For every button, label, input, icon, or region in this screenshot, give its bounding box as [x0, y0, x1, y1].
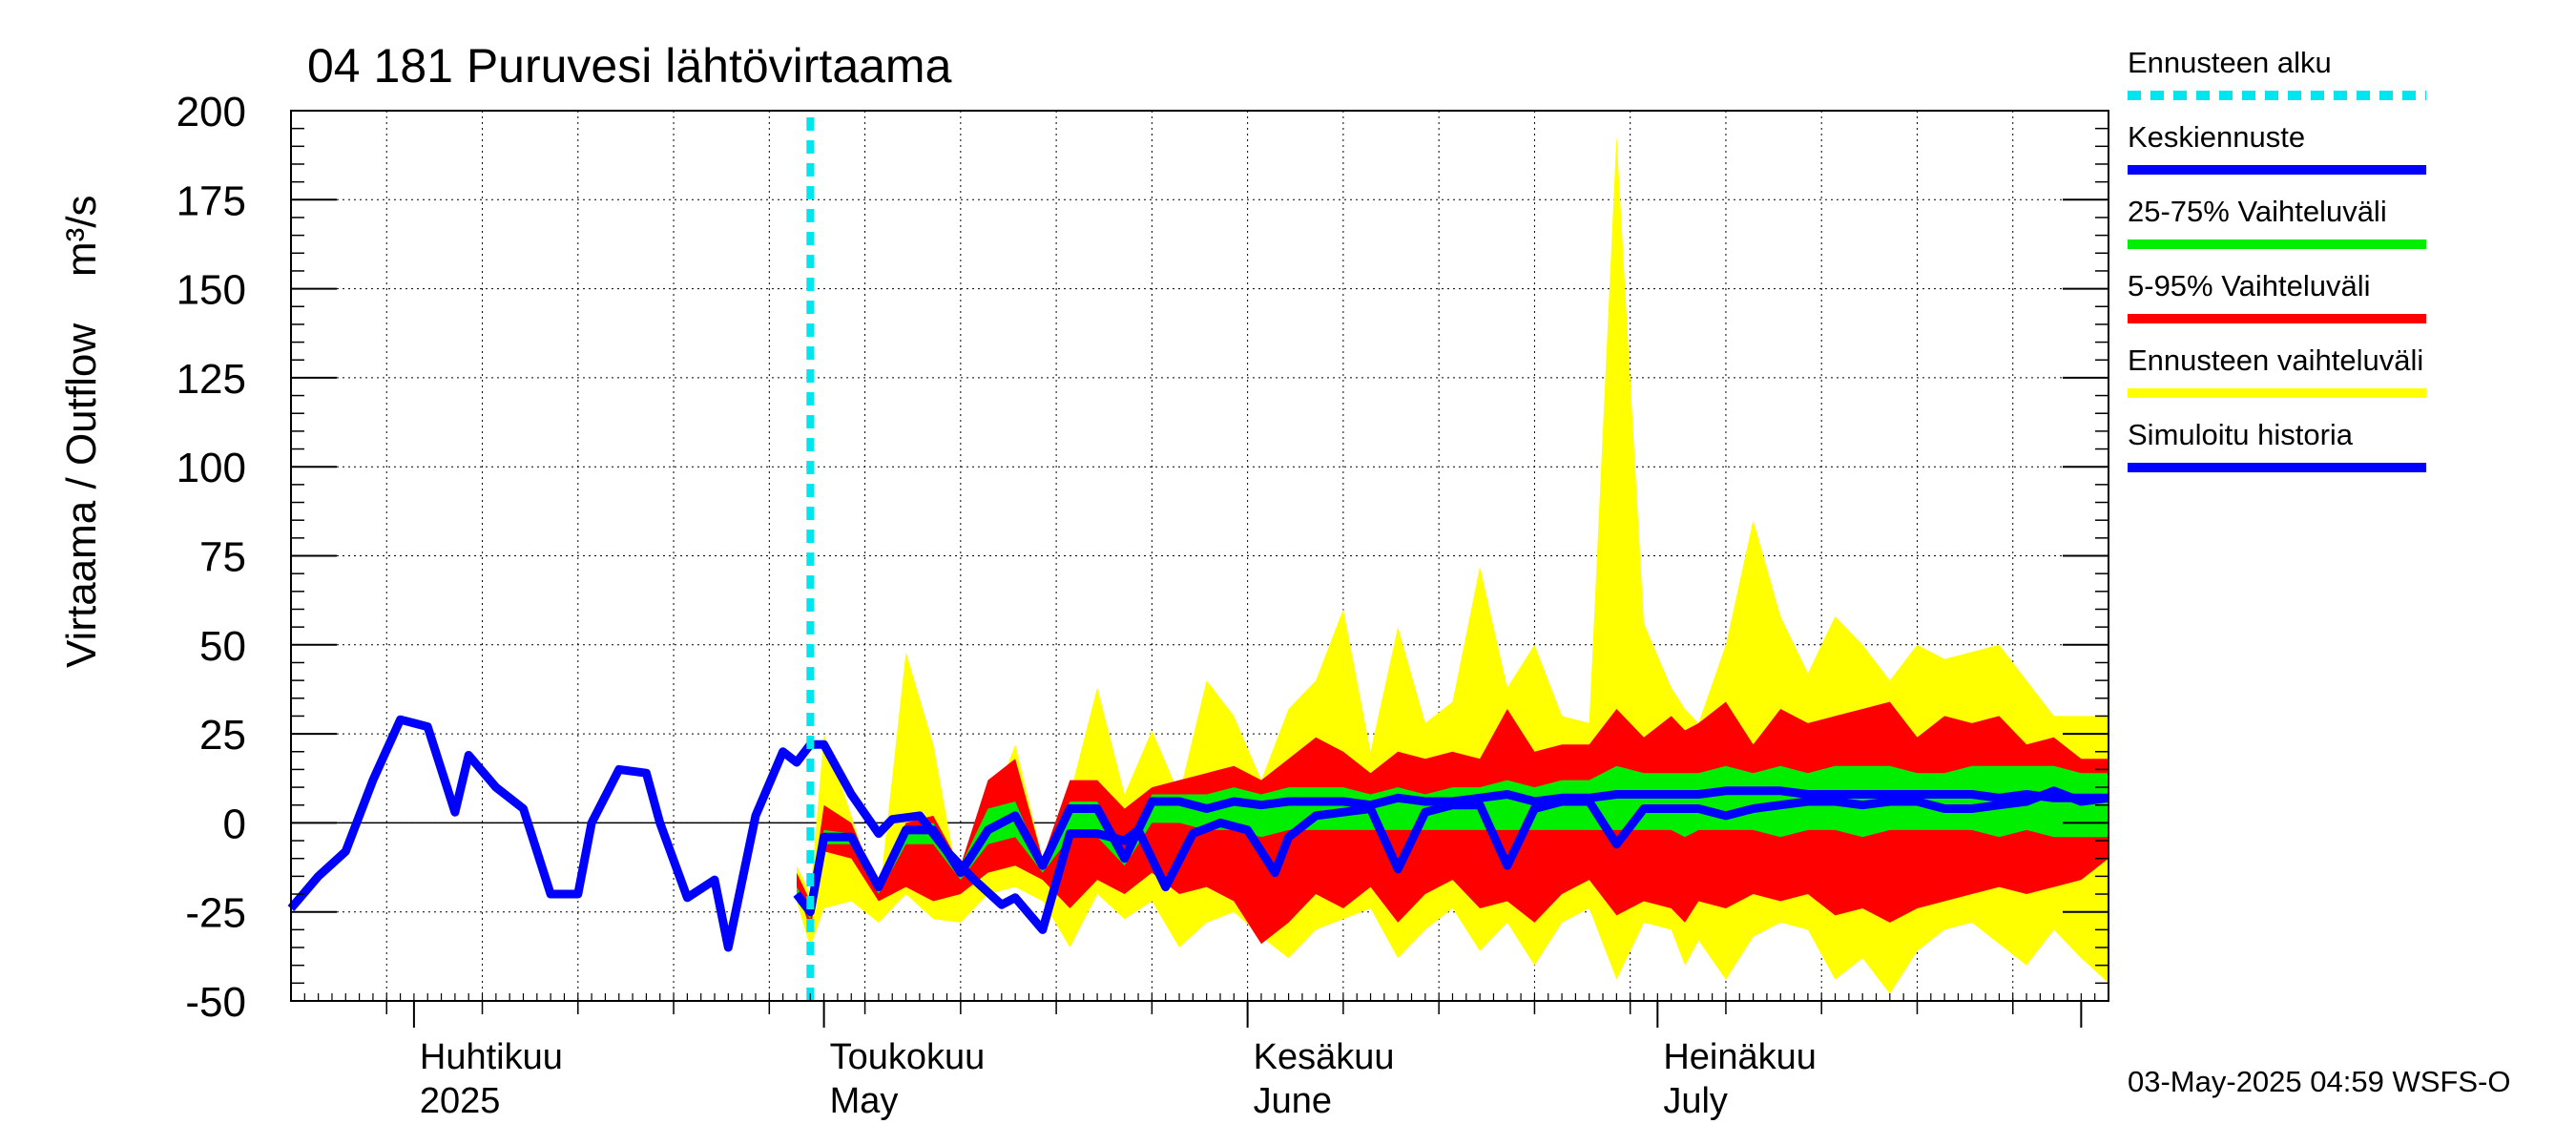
y-tick-label: 75	[199, 534, 246, 581]
y-tick-label: 100	[177, 445, 246, 491]
legend-label: Ennusteen alku	[2128, 46, 2332, 79]
x-month-label-sub: July	[1663, 1081, 1728, 1121]
x-month-label: Heinäkuu	[1663, 1037, 1817, 1077]
timestamp-footer: 03-May-2025 04:59 WSFS-O	[2128, 1065, 2510, 1098]
legend-label: 5-95% Vaihteluväli	[2128, 269, 2370, 302]
x-month-label-sub: June	[1254, 1081, 1332, 1121]
y-tick-label: 125	[177, 356, 246, 403]
chart-title: 04 181 Puruvesi lähtövirtaama	[307, 39, 952, 93]
y-tick-label: 50	[199, 623, 246, 670]
x-month-label-sub: 2025	[420, 1081, 501, 1121]
y-tick-label: 150	[177, 267, 246, 314]
x-month-label: Toukokuu	[830, 1037, 986, 1077]
x-month-label-sub: May	[830, 1081, 899, 1121]
y-axis-label: Virtaama / Outflow m³/s	[58, 195, 105, 668]
y-tick-label: -50	[185, 979, 246, 1026]
y-tick-label: 0	[223, 801, 246, 847]
x-month-label: Huhtikuu	[420, 1037, 563, 1077]
legend-label: Keskiennuste	[2128, 120, 2305, 154]
legend-label: Ennusteen vaihteluväli	[2128, 344, 2423, 377]
y-tick-label: -25	[185, 890, 246, 937]
y-tick-label: 175	[177, 177, 246, 224]
legend-label: 25-75% Vaihteluväli	[2128, 195, 2387, 228]
median-forecast-line	[793, 786, 2109, 917]
legend-label: Simuloitu historia	[2128, 418, 2354, 451]
plot-area: 200 175 150 125 100 75 50 25 0 -25 -50 Huhtikuu2025…	[177, 89, 2109, 1121]
y-tick-label: 200	[177, 89, 246, 135]
x-month-label: Kesäkuu	[1254, 1037, 1395, 1077]
y-tick-label: 25	[199, 712, 246, 759]
legend: Ennusteen alku Keskiennuste 25-75% Vaihtel…	[2128, 46, 2426, 472]
